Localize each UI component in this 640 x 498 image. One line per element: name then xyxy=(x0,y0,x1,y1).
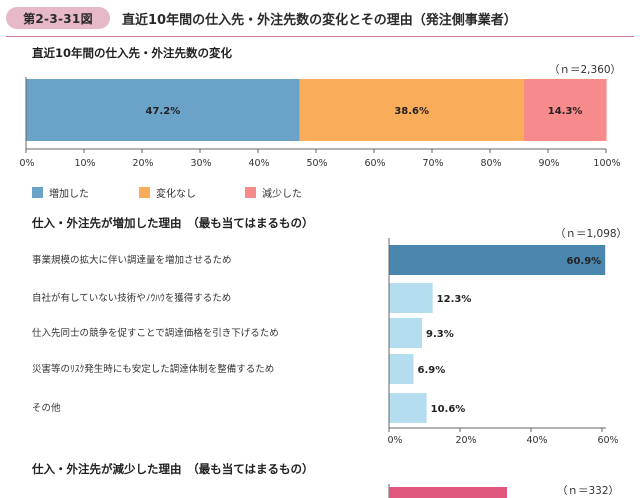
figure-header: 第2-3-31図 直近10年間の仕入先・外注先数の変化とその理由（発注側事業者） xyxy=(0,0,640,37)
chart2-category-label-4: その他 xyxy=(32,402,61,414)
chart2-bar-3 xyxy=(389,354,414,384)
stacked-segment-label-0: 47.2% xyxy=(146,106,181,117)
chart1-tick-label-9: 90% xyxy=(538,158,559,169)
chart1-tick-label-6: 60% xyxy=(364,158,385,169)
chart2-value-label-1: 12.3% xyxy=(437,294,472,305)
chart1-tick-label-5: 50% xyxy=(306,158,327,169)
chart2-value-label-2: 9.3% xyxy=(426,329,454,340)
chart1-tick-label-8: 80% xyxy=(480,158,501,169)
chart2-value-label-4: 10.6% xyxy=(431,404,466,415)
chart3-bar-0 xyxy=(389,487,507,498)
chart1-tick-label-2: 20% xyxy=(132,158,153,169)
stacked-segment-2 xyxy=(523,79,607,141)
chart2-value-label-0: 60.9% xyxy=(566,256,601,267)
chart1-tick-label-7: 70% xyxy=(422,158,443,169)
figure-title: 直近10年間の仕入先・外注先数の変化とその理由（発注側事業者） xyxy=(122,13,517,28)
chart2-category-label-0: 事業規模の拡大に伴い調達量を増加させるため xyxy=(32,254,232,266)
chart3-n-label: （ｎ＝332） xyxy=(557,485,620,497)
chart1-tick-label-0: 0% xyxy=(19,158,34,169)
chart2-category-label-3: 災害等のﾘｽｸ発生時にも安定した調達体制を整備するため xyxy=(32,363,274,375)
chart2-category-label-2: 仕入先同士の競争を促すことで調達価格を引き下げるため xyxy=(32,327,279,339)
chart2-bar-1 xyxy=(389,283,433,313)
chart2-bar-0 xyxy=(389,245,606,275)
chart2-n-label: （ｎ＝1,098） xyxy=(555,228,628,240)
stacked-segment-1 xyxy=(299,79,524,141)
chart2-tick-label-1: 20% xyxy=(455,435,476,446)
legend-swatch-0 xyxy=(32,187,43,198)
chart2-tick-label-0: 0% xyxy=(387,435,402,446)
chart3-title: 仕入・外注先が減少した理由 （最も当てはまるもの） xyxy=(32,462,314,476)
chart1-tick-label-1: 10% xyxy=(74,158,95,169)
chart1-tick-label-4: 40% xyxy=(248,158,269,169)
chart1-n-label: （ｎ＝2,360） xyxy=(549,64,622,76)
chart2-bar-4 xyxy=(389,393,427,423)
legend-label-0: 増加した xyxy=(49,187,89,200)
chart1-tick-label-3: 30% xyxy=(190,158,211,169)
chart1-title: 直近10年間の仕入先・外注先数の変化 xyxy=(32,46,233,60)
legend-label-1: 変化なし xyxy=(156,187,196,200)
chart2-title: 仕入・外注先が増加した理由 （最も当てはまるもの） xyxy=(32,216,314,230)
chart2-tick-label-3: 60% xyxy=(597,435,618,446)
stacked-segment-label-1: 38.6% xyxy=(394,106,429,117)
header-rule xyxy=(6,36,634,37)
stacked-segment-0 xyxy=(26,79,300,141)
chart2-category-label-1: 自社が有していない技術やﾉｳﾊｳを獲得するため xyxy=(32,292,231,304)
chart2-value-label-3: 6.9% xyxy=(417,365,445,376)
chart2-tick-label-2: 40% xyxy=(526,435,547,446)
legend-swatch-1 xyxy=(139,187,150,198)
legend-swatch-2 xyxy=(245,187,256,198)
chart2-bar-2 xyxy=(389,318,423,348)
figure-number-badge: 第2-3-31図 xyxy=(6,7,110,29)
chart1-tick-label-10: 100% xyxy=(593,158,620,169)
stacked-segment-label-2: 14.3% xyxy=(548,106,583,117)
legend-label-2: 減少した xyxy=(262,187,302,200)
